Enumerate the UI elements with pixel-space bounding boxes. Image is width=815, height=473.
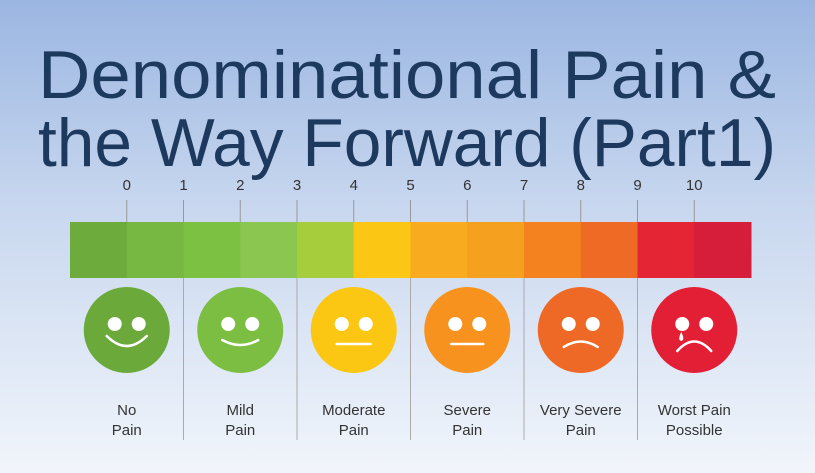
scale-number: 2 — [236, 177, 244, 194]
face — [310, 287, 397, 373]
scale-number: 9 — [633, 177, 641, 194]
scale-number: 1 — [179, 177, 187, 194]
face-label: Pain — [339, 422, 369, 439]
eye — [334, 317, 349, 331]
eye — [448, 317, 463, 331]
eye — [699, 317, 714, 331]
face-label: Pain — [452, 422, 482, 439]
face-label: Pain — [566, 422, 596, 439]
scale-number: 4 — [350, 177, 358, 194]
face-label: No — [117, 402, 136, 419]
face — [651, 287, 738, 373]
face — [424, 287, 511, 373]
face — [83, 287, 170, 373]
face — [197, 287, 284, 373]
scale-number: 5 — [406, 177, 414, 194]
scale-number: 6 — [463, 177, 471, 194]
scale-segment — [353, 222, 411, 278]
mouth — [221, 338, 260, 347]
scale-segment — [637, 222, 695, 278]
eye — [358, 317, 373, 331]
scale-segment — [694, 222, 752, 278]
eye — [675, 317, 690, 331]
scale-segment — [467, 222, 525, 278]
eye — [585, 317, 600, 331]
face-label: Moderate — [322, 402, 385, 419]
scale-segment — [580, 222, 638, 278]
mouth — [105, 334, 148, 348]
scale-number: 10 — [686, 177, 703, 194]
eye — [245, 317, 260, 331]
face-label: Possible — [666, 422, 723, 439]
scale-segment — [240, 222, 298, 278]
face-label: Mild — [226, 402, 254, 419]
scale-segment — [410, 222, 468, 278]
scale-number: 8 — [577, 177, 585, 194]
scale-segment — [183, 222, 241, 278]
face-label: Pain — [112, 422, 142, 439]
eye — [561, 317, 576, 331]
face-label: Very Severe — [540, 402, 622, 419]
title-line: the Way Forward (Part1) — [38, 105, 776, 181]
mouth — [676, 340, 713, 353]
scale-segment — [70, 222, 128, 278]
scale-segment — [297, 222, 355, 278]
eye — [131, 317, 146, 331]
eye — [221, 317, 236, 331]
eye — [107, 317, 122, 331]
eye — [472, 317, 487, 331]
scale-segment — [126, 222, 184, 278]
face-label: Severe — [443, 402, 491, 419]
scale-number: 7 — [520, 177, 528, 194]
mouth — [562, 340, 599, 349]
face-label: Worst Pain — [658, 402, 731, 419]
scale-number: 3 — [293, 177, 301, 194]
title-line: Denominational Pain & — [38, 37, 776, 113]
scale-number: 0 — [123, 177, 131, 194]
face — [537, 287, 624, 373]
face-label: Pain — [225, 422, 255, 439]
scale-segment — [524, 222, 582, 278]
tear — [679, 332, 684, 341]
